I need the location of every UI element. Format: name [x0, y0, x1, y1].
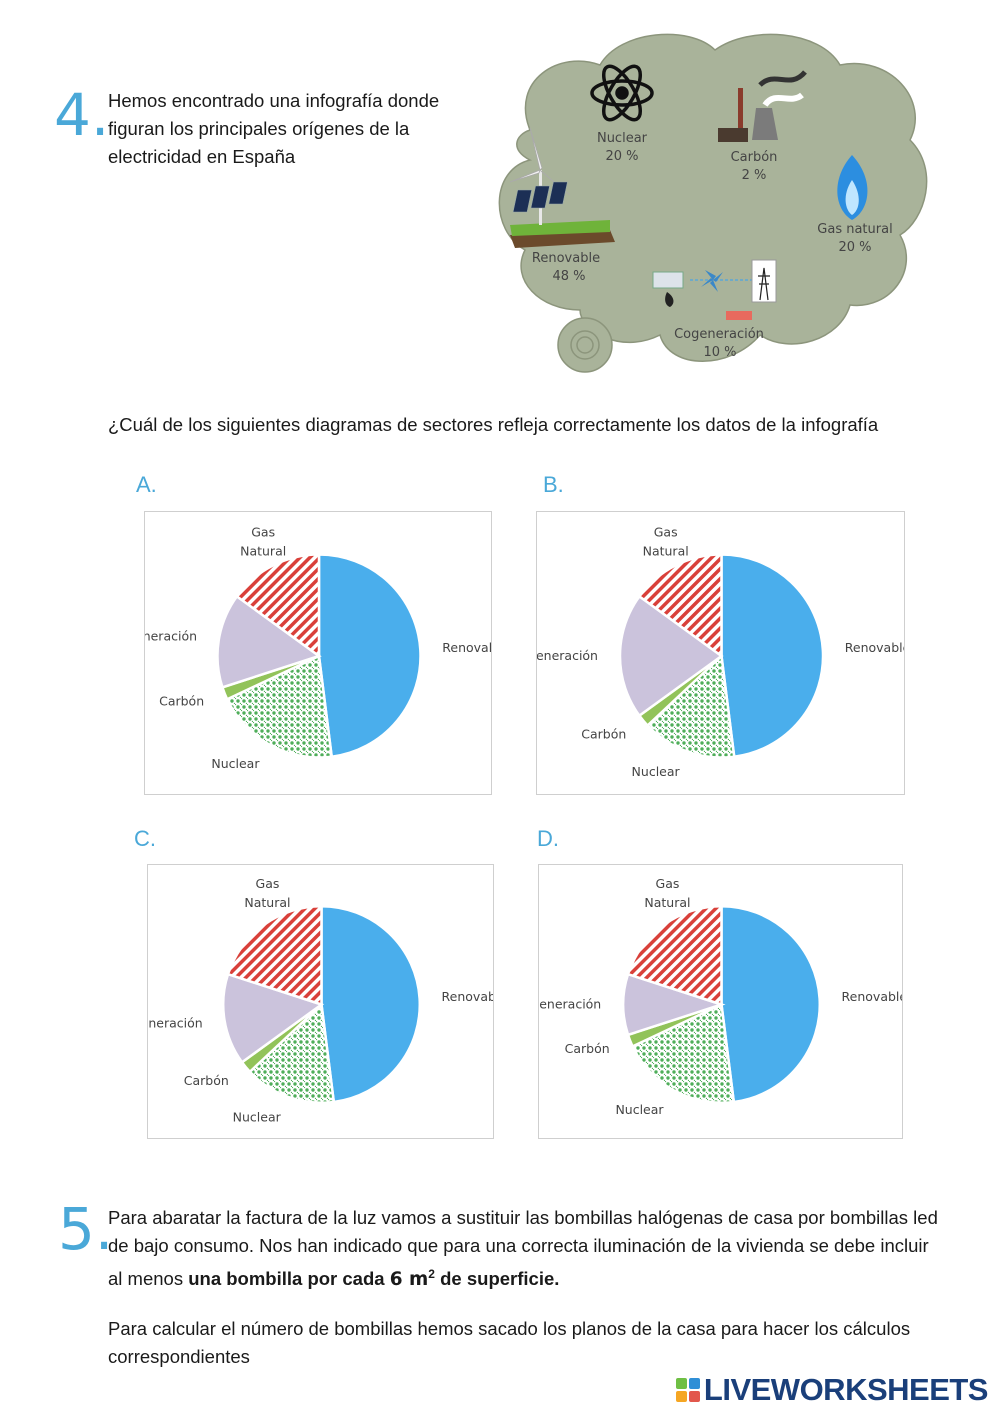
pie-label-gas-natural: Gas — [654, 524, 678, 539]
pie-label-cogeneracion: Cogeneración — [539, 997, 601, 1012]
pie-label-gas-natural: Natural — [240, 543, 286, 558]
question-5-text-2: Para calcular el número de bombillas hem… — [108, 1318, 911, 1367]
pie-chart-b: Renovable Nuclear Carbón Cogeneración Gas Nat… — [536, 511, 905, 795]
logo-square-1 — [675, 1378, 687, 1389]
pie-label-cogeneracion: Cogeneración — [148, 1015, 203, 1030]
question-4-number: 4. — [54, 81, 110, 149]
pie-label-carbon: Carbón — [581, 727, 626, 742]
pie-label-renovable: Renovable — [442, 989, 493, 1004]
question-4-text: Hemos encontrado una infografía donde fi… — [108, 90, 440, 167]
question-5-emphasis: una bombilla por cada 6 m2 de superficie… — [188, 1267, 560, 1291]
pie-chart-c: Renovable Nuclear Carbón Cogeneración Gas Nat… — [147, 864, 494, 1139]
pie-label-gas-natural: Natural — [644, 895, 690, 910]
pie-label-gas-natural: Gas — [256, 876, 280, 891]
option-label-d[interactable]: D. — [537, 826, 559, 851]
infographic-label-renovable: Renovable — [532, 251, 600, 266]
infographic-value-gas: 20 % — [838, 240, 871, 255]
wind-solar-icon — [509, 127, 615, 248]
pie-label-renovable: Renovable — [845, 640, 904, 655]
pie-label-cogeneracion: Cogeneración — [145, 629, 197, 644]
infographic-value-cogeneracion: 10 % — [703, 345, 736, 360]
pie-label-renovable: Renovable — [442, 640, 491, 655]
pie-label-gas-natural: Gas — [251, 524, 275, 539]
pie-slice-nuclear — [630, 1002, 736, 1104]
liveworksheets-logo: LIVEWORKSHEETS — [675, 1372, 989, 1408]
infographic-label-gas: Gas natural — [817, 222, 892, 237]
electricity-infographic: Nuclear 20 % Carbón 2 % Gas natural 20 % — [470, 10, 940, 380]
pie-label-carbon: Carbón — [565, 1041, 610, 1056]
pie-label-gas-natural: Natural — [643, 543, 689, 558]
pie-label-nuclear: Nuclear — [632, 764, 681, 779]
question-5-body: Para abaratar la factura de la luz vamos… — [108, 1207, 938, 1290]
option-label-a[interactable]: A. — [136, 472, 157, 497]
pie-slice-renovable — [720, 904, 822, 1104]
pie-chart-d: Renovable Nuclear Carbón Cogeneración Gas Nat… — [538, 864, 903, 1139]
liveworksheets-logo-icon — [675, 1378, 700, 1402]
question-5-text: Para abaratar la factura de la luz vamos… — [108, 1204, 948, 1294]
pie-slice-cogeneracion — [221, 972, 325, 1065]
option-label-b[interactable]: B. — [543, 472, 564, 497]
pie-slice-nuclear — [645, 653, 736, 759]
pie-slice-renovable — [720, 553, 825, 759]
pie-label-renovable: Renovable — [842, 989, 902, 1004]
logo-square-2 — [688, 1378, 700, 1389]
option-label-c[interactable]: C. — [134, 826, 156, 851]
pie-slice-gas-natural — [235, 553, 321, 659]
pie-label-nuclear: Nuclear — [233, 1110, 282, 1125]
pie-slice-gas-natural — [226, 904, 323, 1007]
pie-label-gas-natural: Natural — [244, 895, 290, 910]
pie-label-nuclear: Nuclear — [615, 1102, 664, 1117]
pie-slice-nuclear — [225, 654, 334, 759]
cogeneration-icon — [652, 259, 777, 320]
infographic-label-nuclear: Nuclear — [597, 131, 648, 146]
pie-chart-a: Renovable Nuclear Carbón Cogeneración Gas Nat… — [144, 511, 492, 795]
infographic-value-renovable: 48 % — [552, 269, 585, 284]
pie-slice-gas-natural — [637, 553, 723, 659]
question-4-prompt: ¿Cuál de los siguientes diagramas de sec… — [108, 414, 879, 435]
logo-square-3 — [675, 1391, 687, 1402]
pie-label-gas-natural: Gas — [656, 876, 680, 891]
liveworksheets-wordmark: LIVEWORKSHEETS — [703, 1372, 989, 1407]
pie-slice-cogeneracion — [618, 594, 724, 718]
logo-square-4 — [688, 1391, 700, 1402]
infographic-label-cogeneracion: Cogeneración — [674, 327, 764, 342]
pie-slice-cogeneracion — [216, 594, 322, 689]
pie-label-carbon: Carbón — [159, 693, 204, 708]
pie-slice-renovable — [317, 553, 422, 759]
power-plant-icon — [718, 70, 807, 142]
infographic-value-nuclear: 20 % — [605, 149, 638, 164]
pie-slice-nuclear — [248, 1001, 336, 1104]
flame-icon — [837, 155, 868, 220]
infographic-value-carbon: 2 % — [742, 168, 767, 183]
pie-label-nuclear: Nuclear — [211, 756, 260, 771]
question-5-number: 5. — [58, 1195, 114, 1263]
infographic-label-carbon: Carbón — [731, 150, 778, 165]
pie-slice-gas-natural — [626, 904, 723, 1007]
pie-slice-renovable — [320, 904, 422, 1104]
pie-label-carbon: Carbón — [184, 1073, 229, 1088]
pie-label-cogeneracion: Cogeneración — [537, 648, 598, 663]
atom-icon — [590, 64, 654, 122]
